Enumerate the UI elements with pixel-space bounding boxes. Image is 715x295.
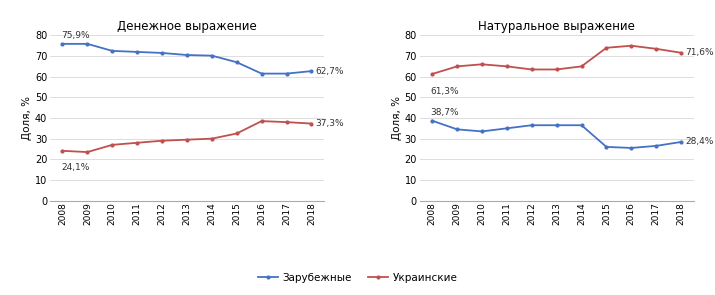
Y-axis label: Доля, %: Доля, %	[22, 96, 32, 140]
Text: 37,3%: 37,3%	[315, 119, 344, 128]
Text: 28,4%: 28,4%	[685, 137, 714, 146]
Title: Денежное выражение: Денежное выражение	[117, 20, 257, 33]
Text: 62,7%: 62,7%	[315, 67, 344, 76]
Text: 61,3%: 61,3%	[430, 86, 460, 96]
Legend: Зарубежные, Украинские: Зарубежные, Украинские	[253, 268, 462, 287]
Title: Натуральное выражение: Натуральное выражение	[478, 20, 635, 33]
Text: 75,9%: 75,9%	[61, 31, 90, 40]
Text: 38,7%: 38,7%	[430, 107, 460, 117]
Y-axis label: Доля, %: Доля, %	[392, 96, 402, 140]
Text: 71,6%: 71,6%	[685, 48, 714, 57]
Text: 24,1%: 24,1%	[61, 163, 89, 172]
